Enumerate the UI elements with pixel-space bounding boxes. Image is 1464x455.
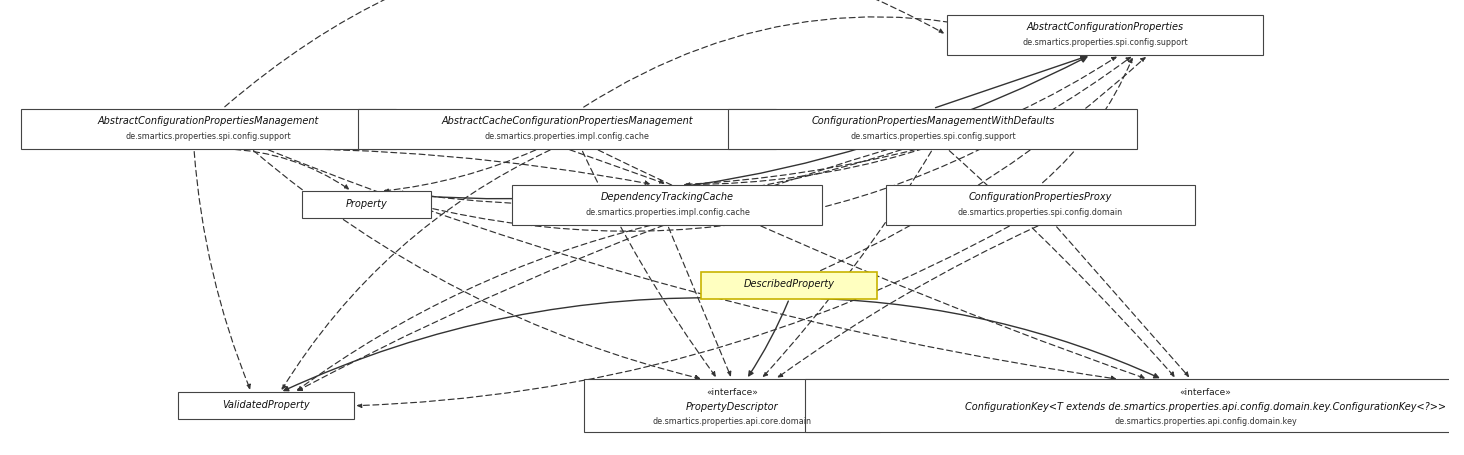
Text: de.smartics.properties.spi.config.support: de.smartics.properties.spi.config.suppor… (851, 131, 1016, 141)
FancyBboxPatch shape (20, 109, 397, 149)
FancyBboxPatch shape (805, 379, 1464, 432)
Text: DescribedProperty: DescribedProperty (744, 279, 834, 288)
FancyBboxPatch shape (584, 379, 880, 432)
FancyBboxPatch shape (359, 109, 776, 149)
Text: Property: Property (346, 198, 386, 208)
FancyBboxPatch shape (177, 393, 354, 419)
Text: ConfigurationPropertiesProxy: ConfigurationPropertiesProxy (969, 192, 1113, 202)
Text: AbstractConfigurationPropertiesManagement: AbstractConfigurationPropertiesManagemen… (98, 116, 319, 126)
FancyBboxPatch shape (701, 272, 877, 299)
FancyBboxPatch shape (512, 185, 823, 225)
FancyBboxPatch shape (886, 185, 1196, 225)
Text: ValidatedProperty: ValidatedProperty (223, 399, 309, 409)
Text: AbstractCacheConfigurationPropertiesManagement: AbstractCacheConfigurationPropertiesMana… (441, 116, 692, 126)
Text: de.smartics.properties.impl.config.cache: de.smartics.properties.impl.config.cache (586, 207, 750, 217)
Text: ConfigurationKey<T extends de.smartics.properties.api.config.domain.key.Configur: ConfigurationKey<T extends de.smartics.p… (965, 401, 1446, 411)
FancyBboxPatch shape (302, 192, 430, 218)
Text: PropertyDescriptor: PropertyDescriptor (685, 401, 779, 411)
Text: de.smartics.properties.spi.config.support: de.smartics.properties.spi.config.suppor… (1022, 38, 1187, 47)
Text: de.smartics.properties.api.config.domain.key: de.smartics.properties.api.config.domain… (1114, 416, 1297, 425)
Text: «interface»: «interface» (1180, 387, 1231, 396)
Text: AbstractConfigurationProperties: AbstractConfigurationProperties (1026, 22, 1183, 32)
Text: DependencyTrackingCache: DependencyTrackingCache (600, 192, 733, 202)
Text: de.smartics.properties.spi.config.support: de.smartics.properties.spi.config.suppor… (126, 131, 291, 141)
Text: de.smartics.properties.spi.config.domain: de.smartics.properties.spi.config.domain (957, 207, 1123, 217)
Text: de.smartics.properties.impl.config.cache: de.smartics.properties.impl.config.cache (485, 131, 650, 141)
Text: «interface»: «interface» (706, 387, 758, 396)
Text: ConfigurationPropertiesManagementWithDefaults: ConfigurationPropertiesManagementWithDef… (811, 116, 1054, 126)
FancyBboxPatch shape (729, 109, 1138, 149)
Text: de.smartics.properties.api.core.domain: de.smartics.properties.api.core.domain (653, 416, 811, 425)
FancyBboxPatch shape (947, 16, 1263, 56)
